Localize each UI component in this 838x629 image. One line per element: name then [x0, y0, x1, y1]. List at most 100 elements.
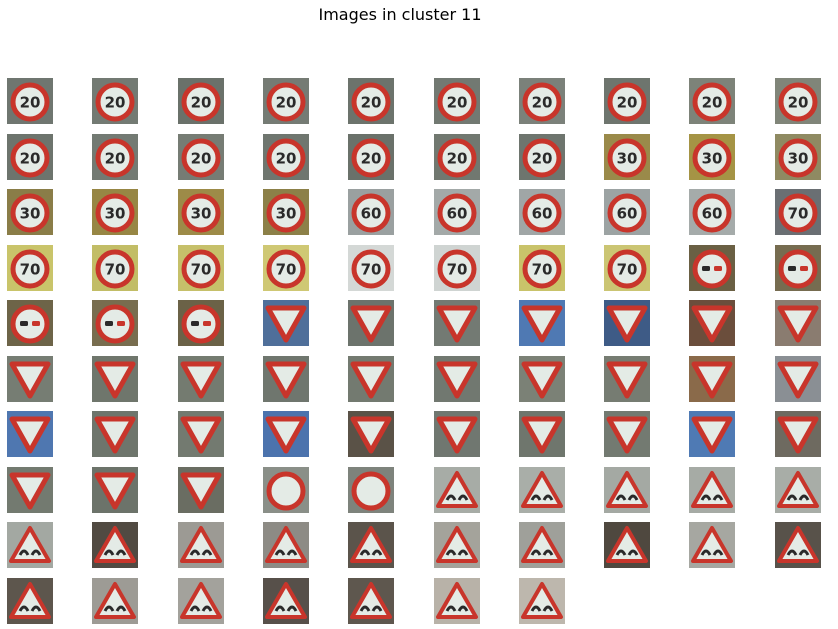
- speed-limit-label: 60: [531, 205, 552, 223]
- cluster-image-bump-sign: [7, 577, 53, 624]
- speed-limit-label: 30: [617, 149, 638, 167]
- speed-limit-label: 70: [361, 260, 382, 278]
- yield-sign-icon: [518, 355, 565, 402]
- cluster-image-bump-sign: [774, 466, 821, 513]
- yield-sign-icon: [689, 355, 736, 402]
- bump-sign-icon: [604, 466, 651, 513]
- bump-sign-icon: [433, 466, 480, 513]
- cluster-image-speed-sign: 20: [348, 78, 395, 124]
- cluster-image-speed-sign: 70: [262, 244, 309, 291]
- yield-sign-icon: [7, 466, 53, 513]
- bump-sign-icon: [7, 522, 53, 568]
- cluster-image-yield-sign: [348, 411, 395, 457]
- bump-sign-icon: [92, 577, 139, 624]
- yield-sign-icon: [92, 411, 139, 457]
- speed-limit-label: 20: [105, 149, 126, 167]
- yield-sign-icon: [177, 411, 224, 457]
- yield-sign-icon: [518, 411, 565, 457]
- cluster-image-speed-sign: 60: [433, 189, 480, 235]
- yield-sign-icon: [177, 466, 224, 513]
- cluster-image-speed-sign: 30: [262, 189, 309, 235]
- cluster-image-speed-sign: 20: [7, 78, 53, 124]
- speed-limit-label: 70: [787, 205, 808, 223]
- speed-sign-icon: 70: [774, 189, 821, 235]
- yield-sign-icon: [7, 411, 53, 457]
- speed-limit-label: 60: [446, 205, 467, 223]
- cluster-image-yield-sign: [262, 411, 309, 457]
- cluster-image-yield-sign: [433, 355, 480, 402]
- cluster-image-yield-sign: [774, 411, 821, 457]
- bump-sign-icon: [774, 522, 821, 568]
- cluster-image-speed-sign: 20: [518, 78, 565, 124]
- cluster-image-speed-sign: 70: [348, 244, 395, 291]
- bump-sign-icon: [7, 577, 53, 624]
- speed-sign-icon: 30: [177, 189, 224, 235]
- cluster-image-bump-sign: [177, 522, 224, 568]
- yield-sign-icon: [604, 300, 651, 346]
- speed-sign-icon: 70: [92, 244, 139, 291]
- speed-sign-icon: 20: [348, 133, 395, 180]
- cluster-image-speed-sign: 30: [689, 133, 736, 180]
- cluster-image-nopass-sign: [92, 300, 139, 346]
- cluster-image-speed-sign: 70: [433, 244, 480, 291]
- cluster-image-speed-sign: 20: [92, 78, 139, 124]
- yield-sign-icon: [7, 355, 53, 402]
- cluster-image-yield-sign: [348, 355, 395, 402]
- speed-sign-icon: 60: [689, 189, 736, 235]
- cluster-image-speed-sign: 30: [177, 189, 224, 235]
- cluster-image-speed-sign: 70: [92, 244, 139, 291]
- bump-sign-icon: [92, 522, 139, 568]
- cluster-image-bump-sign: [262, 522, 309, 568]
- ring-sign-icon: [348, 466, 395, 513]
- speed-limit-label: 30: [702, 149, 723, 167]
- bump-sign-icon: [348, 522, 395, 568]
- cluster-image-yield-sign: [433, 411, 480, 457]
- cluster-image-speed-sign: 20: [348, 133, 395, 180]
- cluster-image-bump-sign: [433, 466, 480, 513]
- cluster-image-yield-sign: [774, 355, 821, 402]
- cluster-image-speed-sign: 60: [348, 189, 395, 235]
- yield-sign-icon: [604, 355, 651, 402]
- speed-sign-icon: 20: [92, 78, 139, 124]
- bump-sign-icon: [689, 522, 736, 568]
- figure-title: Images in cluster 11: [318, 5, 482, 24]
- yield-sign-icon: [348, 355, 395, 402]
- cluster-image-yield-sign: [177, 466, 224, 513]
- speed-sign-icon: 30: [92, 189, 139, 235]
- speed-limit-label: 70: [20, 260, 41, 278]
- cluster-image-nopass-sign: [774, 244, 821, 291]
- cluster-image-speed-sign: 20: [518, 133, 565, 180]
- nopass-sign-icon: [92, 300, 139, 346]
- cluster-image-yield-sign: [177, 411, 224, 457]
- speed-sign-icon: 20: [177, 78, 224, 124]
- cluster-image-ring-sign: [262, 466, 309, 513]
- yield-sign-icon: [262, 355, 309, 402]
- cluster-image-yield-sign: [92, 466, 139, 513]
- cluster-image-speed-sign: 60: [604, 189, 651, 235]
- cluster-image-speed-sign: 70: [7, 244, 53, 291]
- cluster-image-yield-sign: [177, 355, 224, 402]
- speed-sign-icon: 30: [774, 133, 821, 180]
- cluster-image-yield-sign: [774, 300, 821, 346]
- cluster-image-speed-sign: 70: [177, 244, 224, 291]
- speed-limit-label: 20: [190, 149, 211, 167]
- bump-sign-icon: [518, 466, 565, 513]
- speed-sign-icon: 20: [92, 133, 139, 180]
- yield-sign-icon: [92, 355, 139, 402]
- bump-sign-icon: [262, 522, 309, 568]
- speed-limit-label: 20: [531, 149, 552, 167]
- yield-sign-icon: [433, 411, 480, 457]
- cluster-image-speed-sign: 20: [604, 78, 651, 124]
- ring-sign-icon: [262, 466, 309, 513]
- cluster-image-bump-sign: [7, 522, 53, 568]
- cluster-image-speed-sign: 70: [774, 189, 821, 235]
- speed-limit-label: 70: [190, 260, 211, 278]
- speed-limit-label: 30: [787, 149, 808, 167]
- cluster-image-speed-sign: 60: [689, 189, 736, 235]
- cluster-image-bump-sign: [689, 466, 736, 513]
- speed-sign-icon: 20: [262, 133, 309, 180]
- cluster-image-speed-sign: 70: [518, 244, 565, 291]
- speed-limit-label: 70: [617, 260, 638, 278]
- bump-sign-icon: [433, 577, 480, 624]
